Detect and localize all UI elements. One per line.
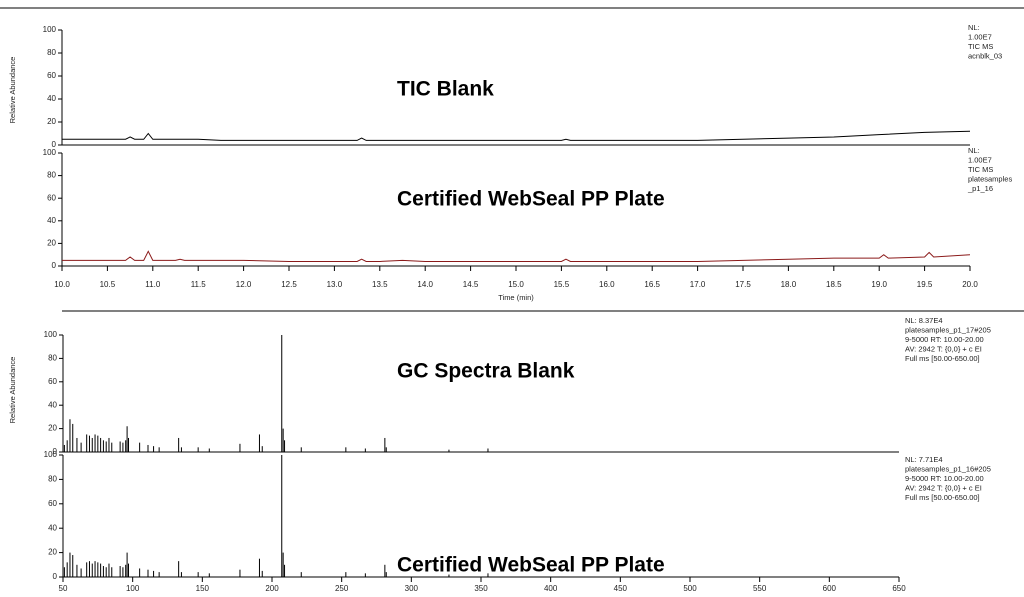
trace	[62, 250, 971, 262]
annotation: platesamples_p1_16#205	[905, 465, 991, 474]
y-tick-label: 20	[48, 548, 57, 557]
x-tick-label: 14.0	[417, 280, 433, 289]
x-tick-label: 450	[614, 584, 628, 593]
annotation: Full ms [50.00-650.00]	[905, 493, 980, 502]
x-tick-label: 14.5	[463, 280, 479, 289]
annotation: 9-5000 RT: 10.00-20.00	[905, 474, 984, 483]
x-tick-label: 15.0	[508, 280, 524, 289]
x-tick-label: 19.0	[871, 280, 887, 289]
y-tick-label: 60	[47, 71, 56, 80]
y-tick-label: 0	[52, 261, 57, 270]
y-tick-label: 80	[47, 171, 56, 180]
annotation: AV: 2942 T: {0,0} + c EI	[905, 345, 982, 354]
y-tick-label: 100	[44, 330, 58, 339]
y-tick-label: 0	[53, 447, 58, 456]
y-tick-label: 100	[43, 25, 57, 34]
annotation: 1.00E7	[968, 33, 992, 42]
x-tick-label: 550	[753, 584, 767, 593]
panel-label: Certified WebSeal PP Plate	[397, 554, 665, 577]
annotation: TIC MS	[968, 42, 993, 51]
x-tick-label: 19.5	[917, 280, 933, 289]
x-tick-label: 150	[196, 584, 210, 593]
x-tick-label: 50	[59, 584, 68, 593]
x-tick-label: 400	[544, 584, 558, 593]
x-tick-label: 17.5	[735, 280, 751, 289]
x-tick-label: 11.0	[145, 280, 161, 289]
x-tick-label: 18.0	[781, 280, 797, 289]
y-tick-label: 0	[53, 572, 58, 581]
annotation: platesamples_p1_17#205	[905, 326, 991, 335]
x-tick-label: 350	[474, 584, 488, 593]
annotation: 1.00E7	[968, 156, 992, 165]
annotation: NL: 7.71E4	[905, 455, 943, 464]
annotation: acnblk_03	[968, 52, 1002, 61]
annotation: _p1_16	[967, 184, 993, 193]
y-tick-label: 100	[43, 148, 57, 157]
x-tick-label: 10.0	[54, 280, 70, 289]
x-tick-label: 10.5	[100, 280, 116, 289]
y-tick-label: 20	[47, 117, 56, 126]
y-tick-label: 80	[48, 475, 57, 484]
x-tick-label: 12.5	[281, 280, 297, 289]
x-tick-label: 200	[265, 584, 279, 593]
trace	[62, 130, 971, 141]
y-tick-label: 80	[48, 354, 57, 363]
x-tick-label: 12.0	[236, 280, 252, 289]
y-axis-label: Relative Abundance	[8, 57, 17, 124]
x-tick-label: 17.0	[690, 280, 706, 289]
x-tick-label: 16.0	[599, 280, 615, 289]
x-tick-label: 16.5	[644, 280, 660, 289]
y-tick-label: 100	[44, 450, 58, 459]
y-tick-label: 80	[47, 48, 56, 57]
y-tick-label: 0	[52, 140, 57, 149]
x-tick-label: 18.5	[826, 280, 842, 289]
x-tick-label: 250	[335, 584, 349, 593]
y-axis-label: Relative Abundance	[8, 357, 17, 424]
panel-label: GC Spectra Blank	[397, 360, 575, 383]
annotation: NL:	[968, 146, 980, 155]
x-tick-label: 500	[683, 584, 697, 593]
annotation: AV: 2942 T: {0,0} + c EI	[905, 484, 982, 493]
y-tick-label: 60	[48, 377, 57, 386]
y-tick-label: 40	[47, 216, 56, 225]
annotation: TIC MS	[968, 165, 993, 174]
y-tick-label: 20	[47, 239, 56, 248]
x-tick-label: 13.0	[327, 280, 343, 289]
x-tick-label: 100	[126, 584, 140, 593]
y-tick-label: 40	[48, 523, 57, 532]
y-tick-label: 60	[47, 193, 56, 202]
x-tick-label: 650	[892, 584, 906, 593]
annotation: NL:	[968, 23, 980, 32]
x-tick-label: 300	[405, 584, 419, 593]
panel-label: TIC Blank	[397, 78, 494, 101]
x-tick-label: 15.5	[554, 280, 570, 289]
y-tick-label: 60	[48, 499, 57, 508]
x-tick-label: 11.5	[191, 280, 207, 289]
y-tick-label: 40	[47, 94, 56, 103]
panel-label: Certified WebSeal PP Plate	[397, 188, 665, 211]
x-tick-label: 600	[823, 584, 837, 593]
annotation: Full ms [50.00-650.00]	[905, 354, 980, 363]
y-tick-label: 40	[48, 400, 57, 409]
annotation: 9-5000 RT: 10.00-20.00	[905, 335, 984, 344]
annotation: NL: 8.37E4	[905, 316, 943, 325]
x-axis-label: Time (min)	[498, 293, 534, 302]
annotation: platesamples	[968, 175, 1012, 184]
x-tick-label: 20.0	[962, 280, 978, 289]
x-tick-label: 13.5	[372, 280, 388, 289]
y-tick-label: 20	[48, 424, 57, 433]
